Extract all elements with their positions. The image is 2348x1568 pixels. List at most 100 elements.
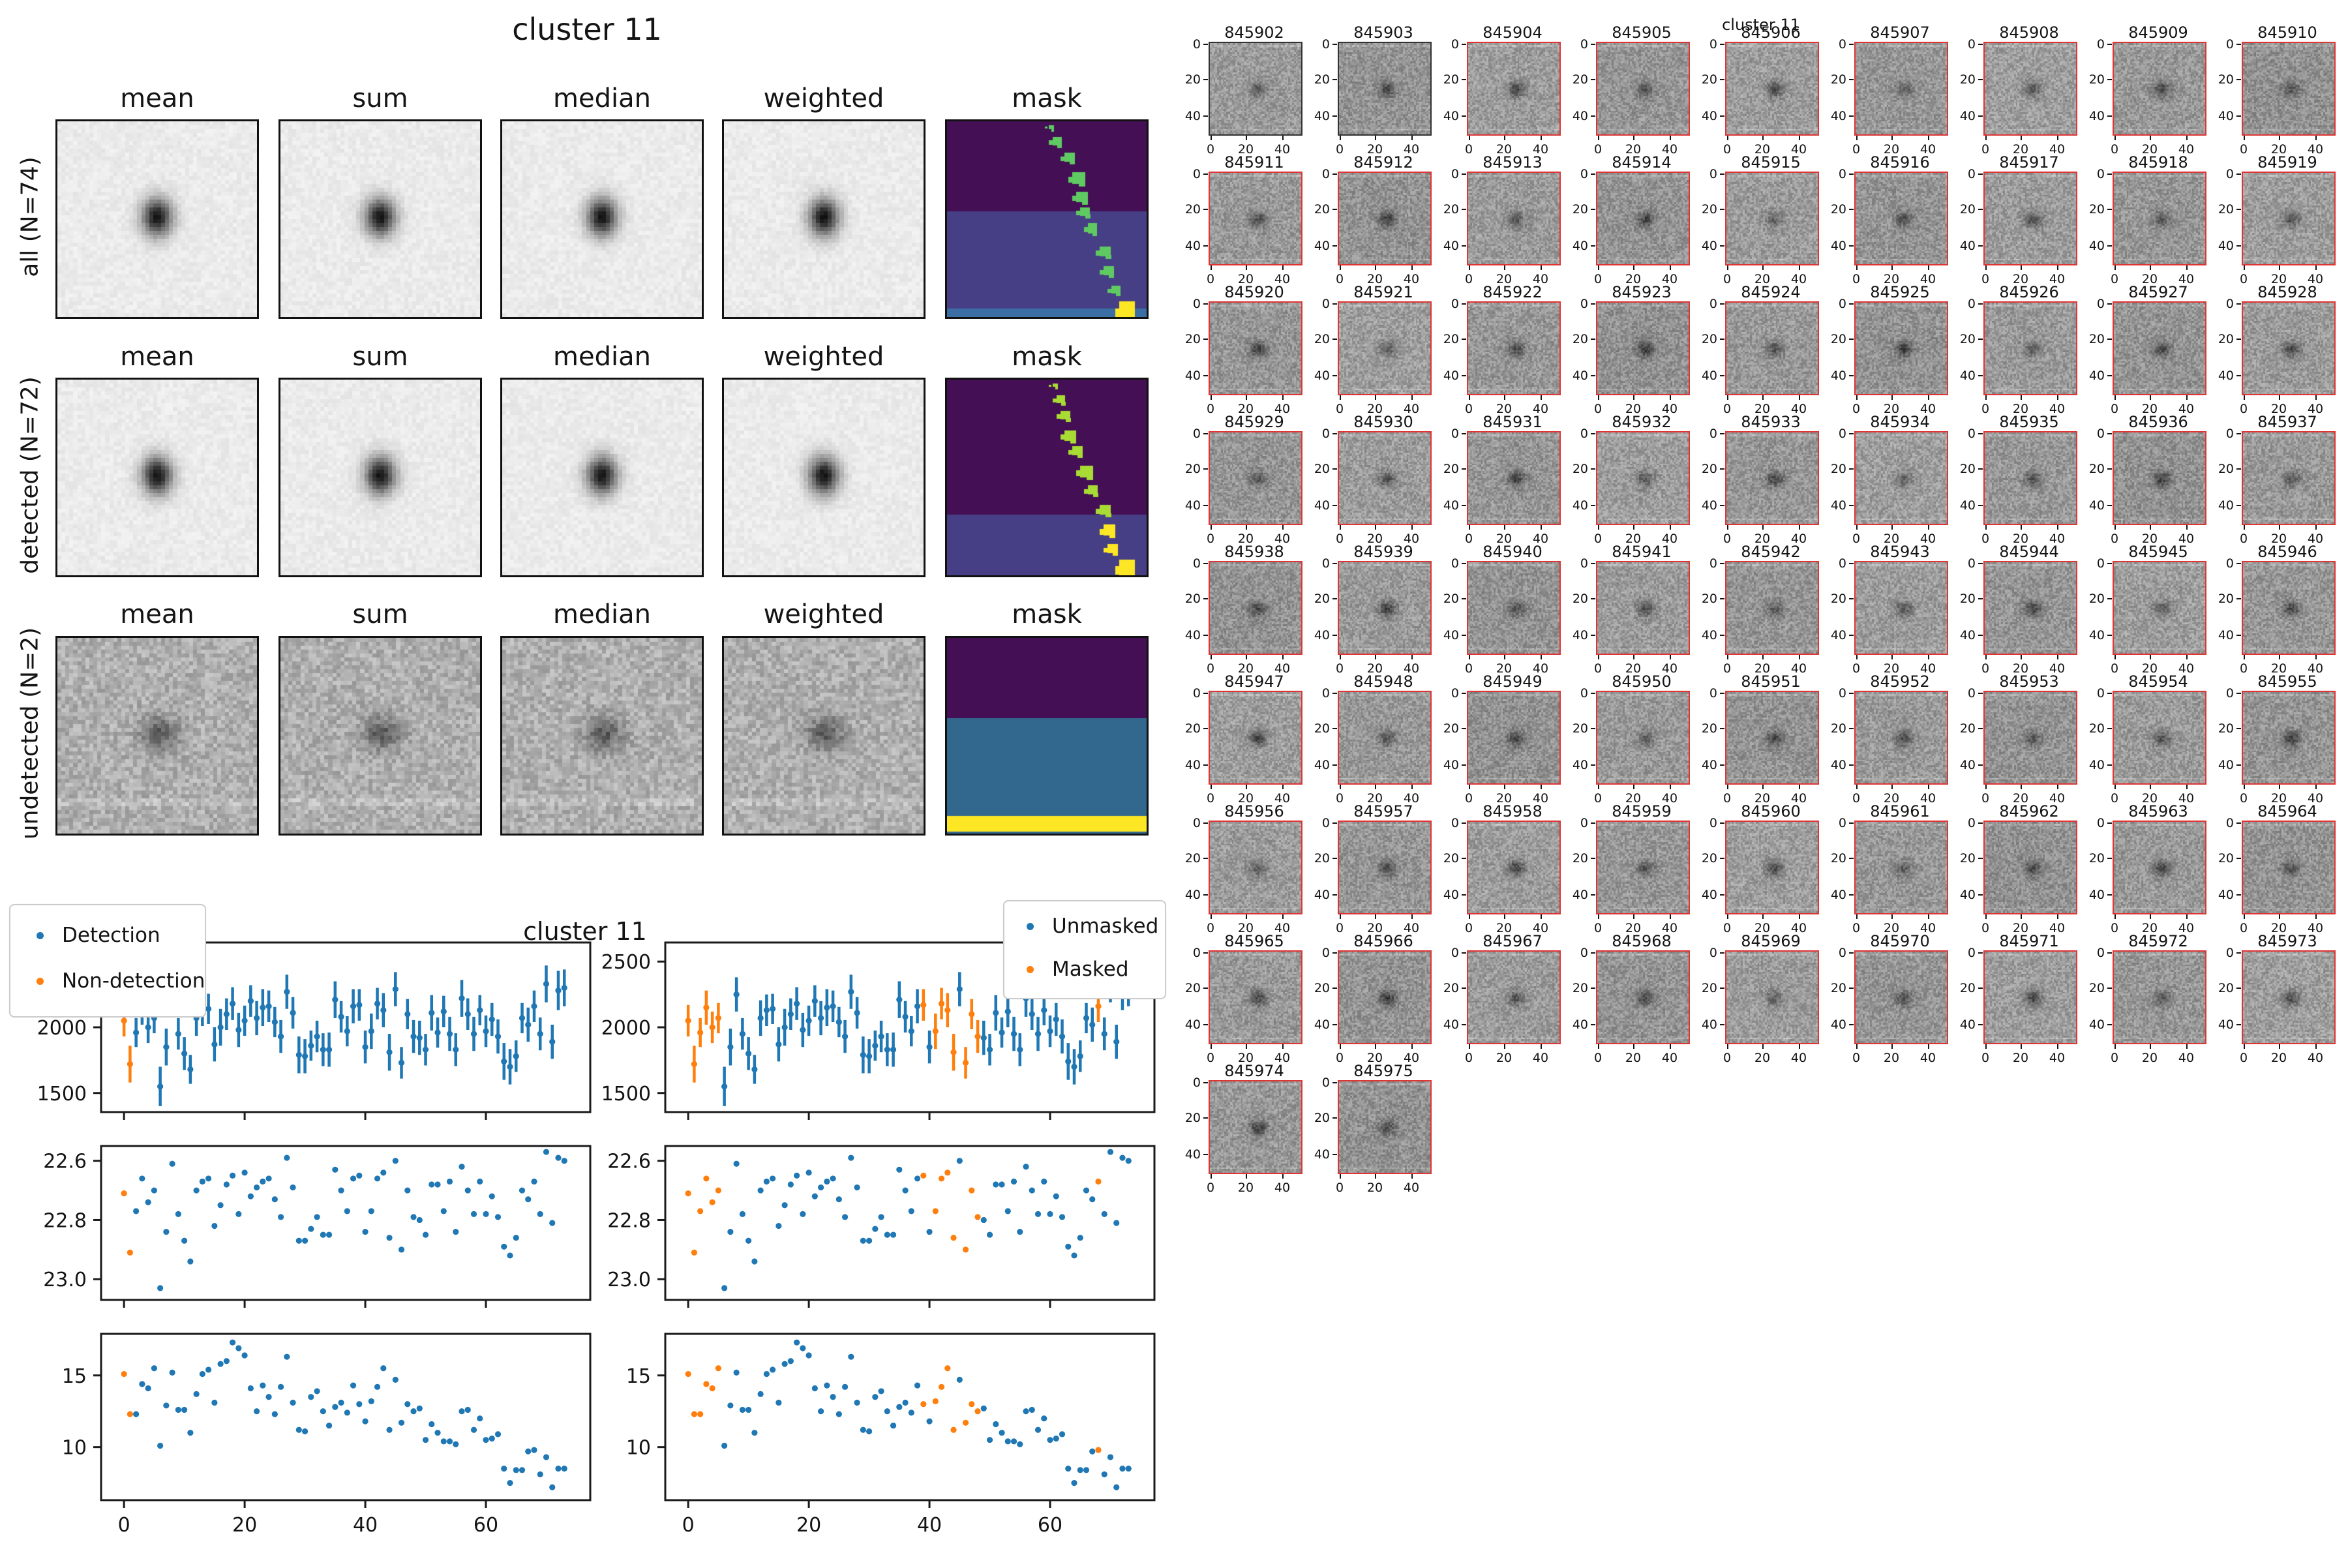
- stamp-ytick: 0: [1580, 167, 1588, 181]
- stamp-xtick: 0: [1335, 402, 1344, 416]
- stamp-ytick: 20: [1701, 592, 1717, 606]
- stamp-image: [1854, 950, 1948, 1044]
- stamp-image: [1854, 301, 1948, 395]
- stamp-xtick: 20: [2012, 142, 2029, 157]
- stamp-ytick: 0: [1192, 37, 1201, 52]
- stamp-xtick: 20: [1883, 1051, 1900, 1065]
- stamp-title: 845944: [1999, 543, 2059, 561]
- stamp-ytick: 20: [1572, 332, 1588, 346]
- stamp-title: 845940: [1483, 543, 1543, 561]
- stamp-title: 845959: [1612, 802, 1672, 821]
- stamp-ytick: 20: [1830, 851, 1846, 866]
- stamp-ytick: 40: [2218, 1018, 2234, 1032]
- stamp-xtick: 40: [1790, 272, 1807, 286]
- stamp-xtick: 40: [1532, 1051, 1549, 1065]
- stamp-ytick: 20: [2088, 981, 2105, 995]
- stamp-xtick: 0: [2110, 1051, 2119, 1065]
- cutout-column-label-median: median: [553, 83, 651, 113]
- cutout-weighted-all: [722, 119, 926, 319]
- stamp-title: 845946: [2257, 543, 2317, 561]
- stamp-ytick: 20: [1701, 462, 1717, 476]
- stamp-ytick: 0: [1192, 297, 1201, 311]
- stamp-ytick: 0: [1838, 297, 1846, 311]
- stamp-xtick: 40: [2307, 921, 2324, 935]
- stamp-title: 845906: [1741, 23, 1801, 42]
- stamp-title: 845961: [1870, 802, 1930, 821]
- stamp-ytick: 20: [2088, 851, 2105, 866]
- stamp-ytick: 40: [1701, 628, 1717, 642]
- stamp-ytick: 20: [1443, 202, 1459, 217]
- stamp-grid-suptitle: cluster 11: [1722, 16, 1800, 34]
- stamp-ytick: 0: [1838, 427, 1846, 441]
- stamp-title: 845971: [1999, 932, 2059, 950]
- stamp-ytick: 0: [2096, 167, 2105, 181]
- stamp-xtick: 20: [1625, 272, 1642, 286]
- unmasked-legend-label: Unmasked: [1052, 914, 1159, 938]
- stamp-ytick: 40: [1184, 628, 1201, 642]
- stamp-ytick: 40: [1184, 239, 1201, 253]
- stamp-xtick: 40: [1274, 402, 1291, 416]
- stamp-image: [1725, 301, 1819, 395]
- stamp-xtick: 20: [1366, 1181, 1383, 1195]
- stamp-ytick: 20: [1959, 462, 1976, 476]
- stamp-ytick: 40: [1959, 758, 1976, 772]
- svg-text:20: 20: [796, 1514, 821, 1537]
- stamp-xtick: 40: [1790, 791, 1807, 806]
- stamp-ytick: 0: [1580, 946, 1588, 960]
- panel-snr-left: 0 20 40 60 10 15: [62, 1333, 592, 1537]
- stamp-ytick: 40: [2088, 888, 2105, 902]
- stamp-ytick: 0: [1321, 816, 1330, 830]
- svg-text:2000: 2000: [601, 1017, 651, 1040]
- stamp-xtick: 20: [1496, 661, 1513, 676]
- stamp-xtick: 40: [1661, 532, 1678, 546]
- stamp-ytick: 40: [2218, 498, 2234, 513]
- stamp-xtick: 20: [1237, 791, 1254, 806]
- stamp-ytick: 20: [1443, 332, 1459, 346]
- stamp-ytick: 20: [2218, 981, 2234, 995]
- stamp-xtick: 0: [1852, 791, 1861, 806]
- stamp-xtick: 20: [1237, 272, 1254, 286]
- stamp-ytick: 0: [1580, 816, 1588, 830]
- stamp-ytick: 40: [2088, 239, 2105, 253]
- stamp-xtick: 20: [1366, 532, 1383, 546]
- stamp-ytick: 20: [1314, 981, 1330, 995]
- stamp-xtick: 40: [2049, 272, 2066, 286]
- cutout-median-detected: [500, 378, 704, 577]
- stamp-title: 845972: [2128, 932, 2188, 950]
- stamp-xtick: 20: [2270, 921, 2287, 935]
- stamp-xtick: 20: [1754, 1051, 1771, 1065]
- stamp-xtick: 20: [2270, 661, 2287, 676]
- svg-text:10: 10: [626, 1437, 651, 1460]
- stamp-xtick: 20: [1237, 1181, 1254, 1195]
- stamp-ytick: 40: [1830, 1018, 1846, 1032]
- stamp-xtick: 20: [1366, 142, 1383, 157]
- stamp-title: 845925: [1870, 283, 1930, 301]
- stamp-xtick: 40: [2307, 1051, 2324, 1065]
- stamp-image: [1596, 42, 1690, 136]
- stamp-image: [1854, 821, 1948, 914]
- svg-text:15: 15: [626, 1365, 651, 1388]
- stamp-xtick: 0: [1464, 1051, 1473, 1065]
- stamp-xtick: 0: [1593, 532, 1603, 546]
- stamp-xtick: 40: [1790, 532, 1807, 546]
- stamp-xtick: 20: [2012, 272, 2029, 286]
- stamp-image: [1338, 561, 1432, 655]
- stamp-ytick: 0: [1321, 556, 1330, 571]
- stamp-xtick: 0: [1852, 1051, 1861, 1065]
- stamp-xtick: 40: [1403, 402, 1420, 416]
- stamp-ytick: 20: [2218, 202, 2234, 217]
- cutout-median-undetected: [500, 636, 704, 836]
- stamp-title: 845973: [2257, 932, 2317, 950]
- stamp-xtick: 20: [1496, 402, 1513, 416]
- stamp-xtick: 20: [2141, 1051, 2158, 1065]
- stamp-xtick: 40: [2049, 791, 2066, 806]
- stamp-xtick: 40: [1403, 921, 1420, 935]
- stamp-ytick: 0: [2096, 427, 2105, 441]
- stamp-ytick: 20: [1830, 202, 1846, 217]
- stamp-image: [1983, 821, 2077, 914]
- stamp-ytick: 0: [1451, 297, 1459, 311]
- stamp-title: 845915: [1741, 153, 1801, 172]
- stamp-title: 845955: [2257, 672, 2317, 691]
- svg-text:10: 10: [62, 1437, 87, 1460]
- stamp-image: [1209, 172, 1302, 265]
